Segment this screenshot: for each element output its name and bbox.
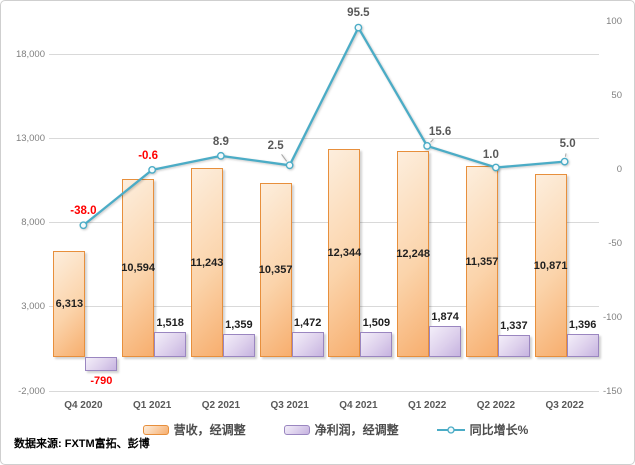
profit-value-label: 1,359 (225, 319, 253, 332)
growth-label-leader-line (430, 138, 434, 143)
growth-marker (148, 165, 157, 174)
growth-value-label: 2.5 (267, 140, 284, 153)
left-axis-tick-label: 8,000 (21, 217, 45, 228)
profit-bar (85, 357, 118, 371)
growth-marker (354, 23, 363, 32)
right-axis-tick-label: -100 (602, 311, 622, 323)
profit-value-label: 1,509 (362, 316, 391, 329)
x-axis-category-label: Q3 2021 (270, 400, 309, 411)
growth-label-leader-line (281, 154, 288, 162)
profit-value-label: 1,396 (568, 318, 597, 331)
growth-marker (423, 142, 432, 150)
growth-marker (560, 157, 569, 166)
profit-value-label: -790 (90, 374, 113, 387)
left-axis-tick-label: 13,000 (15, 132, 45, 144)
profit-value-label: 1,518 (156, 316, 184, 329)
left-axis-tick-label: -2,000 (18, 385, 45, 397)
right-axis-tick-label: -50 (608, 237, 622, 249)
gridline (49, 306, 599, 308)
gridline (49, 390, 599, 392)
x-axis-category-label: Q4 2020 (64, 400, 103, 411)
left-axis-tick-label: 18,000 (15, 48, 45, 60)
gridline (49, 53, 599, 55)
growth-marker (216, 151, 225, 160)
right-axis-tick-label: 50 (611, 89, 622, 101)
profit-bar (497, 334, 530, 358)
revenue-value-label: 10,357 (258, 264, 293, 277)
right-axis-tick-label: 0 (616, 163, 622, 175)
legend-item-growth: 同比增长% (436, 421, 529, 438)
growth-value-label: 5.0 (559, 137, 576, 150)
legend-label-revenue: 营收，经调整 (173, 423, 246, 437)
x-axis-category-label: Q1 2022 (407, 400, 447, 411)
growth-line-swatch-icon (436, 425, 465, 434)
source-note: 数据来源: FXTM富拓、彭博 (14, 438, 150, 450)
growth-value-label: -0.6 (138, 149, 159, 162)
right-axis-tick-label: -150 (602, 385, 622, 397)
x-axis-category-label: Q3 2022 (545, 400, 584, 411)
profit-bar (154, 331, 187, 358)
profit-bar (566, 333, 599, 358)
right-axis-tick-label: 100 (606, 15, 622, 27)
revenue-value-label: 12,344 (327, 247, 362, 260)
growth-marker (79, 221, 88, 230)
revenue-value-label: 11,357 (465, 255, 499, 268)
legend-label-profit: 净利润，经调整 (314, 423, 399, 437)
growth-value-label: -38.0 (70, 205, 97, 218)
profit-bar (429, 325, 462, 358)
profit-bar (222, 334, 255, 358)
profit-swatch-icon (283, 424, 310, 435)
profit-value-label: 1,874 (431, 310, 459, 323)
revenue-swatch-icon (142, 424, 169, 435)
x-axis-category-label: Q2 2022 (476, 400, 516, 411)
revenue-bar (53, 250, 86, 358)
revenue-value-label: 6,313 (55, 298, 84, 311)
profit-bar (360, 331, 393, 358)
legend: 营收，经调整 净利润，经调整 同比增长% (1, 421, 634, 438)
growth-value-label: 8.9 (212, 135, 229, 148)
growth-value-label: 15.6 (428, 125, 452, 138)
x-axis-category-label: Q2 2021 (201, 400, 241, 411)
x-axis-category-label: Q4 2021 (339, 400, 378, 411)
growth-value-label: 1.0 (482, 148, 499, 161)
revenue-value-label: 12,248 (396, 248, 430, 261)
left-axis-tick-label: 3,000 (21, 301, 45, 313)
growth-value-label: 95.5 (347, 6, 370, 19)
profit-bar (291, 332, 324, 358)
legend-item-revenue: 营收，经调整 (142, 421, 246, 438)
profit-value-label: 1,472 (293, 317, 322, 330)
legend-item-profit: 净利润，经调整 (283, 421, 399, 438)
legend-label-growth: 同比增长% (469, 423, 529, 437)
growth-marker (285, 161, 294, 170)
x-axis-category-label: Q1 2021 (132, 400, 172, 411)
gridline (49, 137, 599, 139)
revenue-value-label: 10,871 (533, 259, 568, 272)
revenue-value-label: 11,243 (190, 256, 224, 269)
revenue-value-label: 10,594 (121, 262, 155, 275)
growth-label-leader-line (564, 153, 567, 157)
profit-value-label: 1,337 (500, 319, 528, 332)
